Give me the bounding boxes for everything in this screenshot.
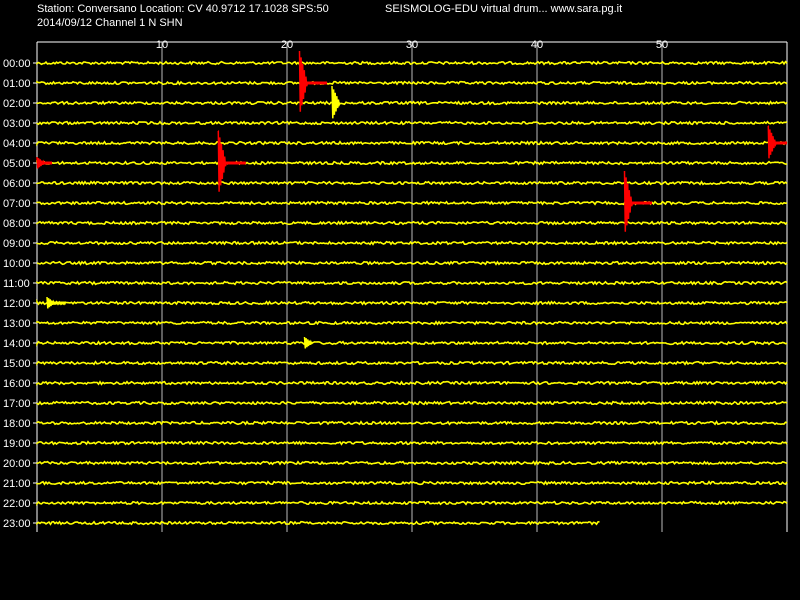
trace-line (36, 120, 788, 126)
hour-label: 16:00 (3, 378, 31, 390)
station-info: Station: Conversano Location: CV 40.9712… (37, 3, 329, 15)
hour-label: 10:00 (3, 258, 31, 270)
hour-label: 05:00 (3, 158, 31, 170)
event-coda (47, 301, 66, 305)
hour-label: 17:00 (3, 398, 31, 410)
trace-line (36, 340, 788, 347)
hour-label: 00:00 (3, 58, 31, 70)
hour-label: 18:00 (3, 418, 31, 430)
date-channel-info: 2014/09/12 Channel 1 N SHN (37, 17, 183, 29)
minute-tick-label: 30 (406, 39, 418, 51)
hour-label: 19:00 (3, 438, 31, 450)
axis-labels: 10 20 30 40 50 00:00 01:00 02:00 03:00 04:00 05:00… (3, 39, 668, 530)
trace-line (36, 380, 788, 386)
seismic-event (331, 85, 341, 119)
seismic-event (298, 50, 327, 112)
event-waveform (298, 50, 309, 112)
trace-line (36, 360, 788, 366)
hour-label: 22:00 (3, 498, 31, 510)
trace-line (36, 100, 788, 106)
trace-line (36, 320, 788, 326)
trace-line (36, 500, 788, 506)
minute-gridlines (33, 41, 788, 532)
event-waveform (303, 336, 313, 349)
trace-line (36, 200, 788, 206)
trace-line (36, 159, 787, 166)
hour-label: 12:00 (3, 298, 31, 310)
trace-line (36, 240, 788, 246)
trace-line (36, 220, 788, 226)
trace-line (36, 440, 788, 446)
minute-tick-label: 40 (531, 39, 543, 51)
event-coda (624, 201, 652, 205)
trace-line (36, 280, 788, 286)
hour-label: 08:00 (3, 218, 31, 230)
trace-line (36, 460, 788, 466)
hour-label: 07:00 (3, 198, 31, 210)
trace-line (36, 480, 788, 486)
event-waveform (331, 85, 341, 119)
trace-line (36, 140, 788, 147)
seismic-event (767, 125, 787, 159)
hour-label: 09:00 (3, 238, 31, 250)
hour-label: 23:00 (3, 518, 31, 530)
hour-label: 06:00 (3, 178, 31, 190)
event-coda (768, 141, 787, 145)
seismic-event (36, 156, 52, 169)
minute-tick-label: 20 (281, 39, 293, 51)
seismic-event (217, 130, 246, 192)
hour-label: 14:00 (3, 338, 31, 350)
trace-line (36, 80, 788, 86)
hour-label: 13:00 (3, 318, 31, 330)
seismic-event (46, 296, 66, 309)
trace-line (36, 260, 788, 266)
hour-label: 01:00 (3, 78, 31, 90)
trace-line (36, 420, 788, 426)
seismic-event (303, 336, 313, 349)
hour-label: 02:00 (3, 98, 31, 110)
hour-label: 15:00 (3, 358, 31, 370)
hour-label: 04:00 (3, 138, 31, 150)
trace-line (36, 400, 788, 406)
event-coda (37, 161, 52, 165)
event-waveform (217, 130, 228, 192)
trace-line (36, 520, 600, 526)
trace-line (36, 60, 788, 66)
hour-label: 03:00 (3, 118, 31, 130)
trace-line (36, 298, 788, 306)
event-waveform (623, 170, 634, 232)
page-title: SEISMOLOG-EDU virtual drum... www.sara.p… (385, 3, 623, 15)
hour-label: 20:00 (3, 458, 31, 470)
events (36, 50, 787, 349)
minute-tick-label: 50 (656, 39, 668, 51)
minute-tick-label: 10 (156, 39, 168, 51)
hour-label: 21:00 (3, 478, 31, 490)
event-coda (299, 81, 327, 85)
trace-lines (36, 60, 788, 526)
hour-label: 11:00 (3, 278, 30, 290)
seismic-event (623, 170, 652, 232)
trace-line (36, 180, 788, 186)
event-coda (218, 161, 246, 165)
